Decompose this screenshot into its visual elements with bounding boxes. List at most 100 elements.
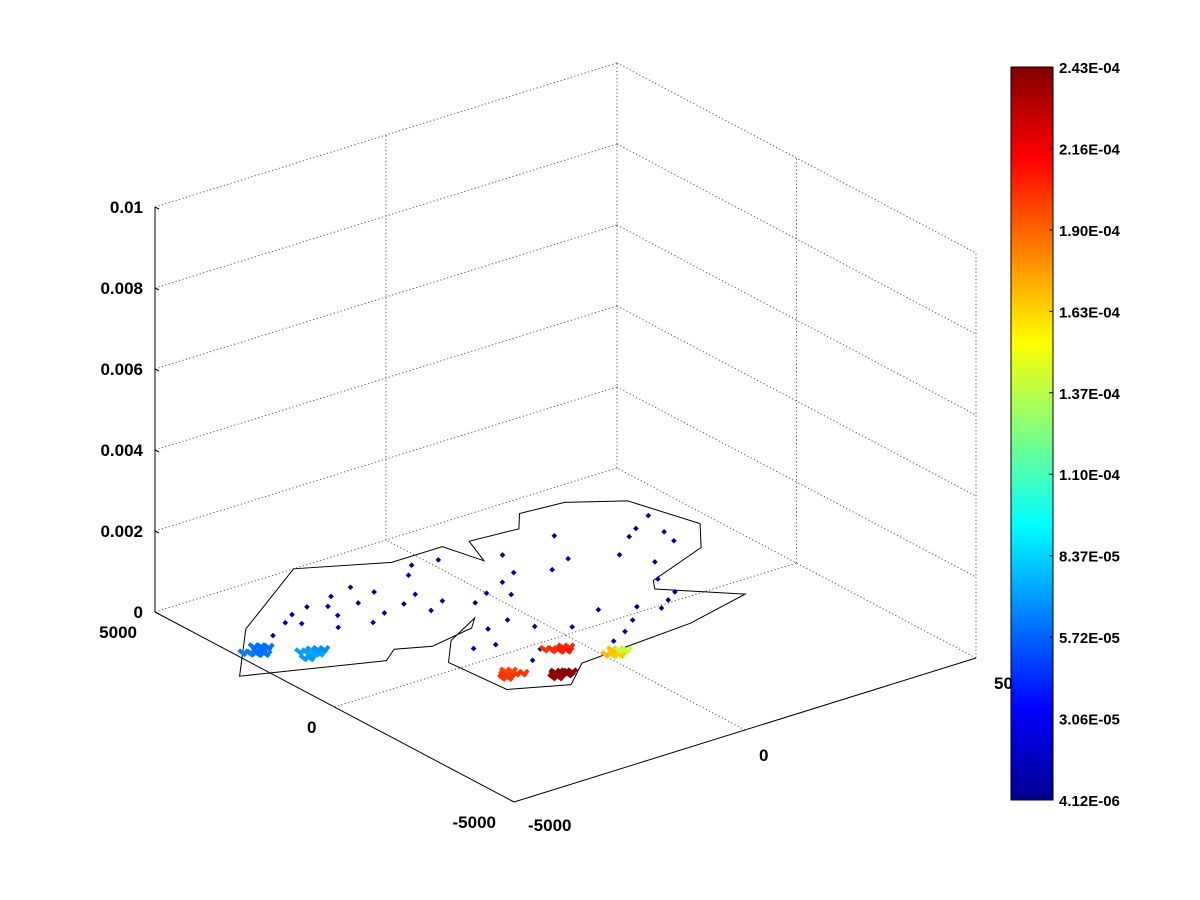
x-tick-label: 0	[759, 746, 768, 765]
y-tick-label: -5000	[453, 813, 496, 832]
z-tick-label: 0	[134, 603, 143, 622]
back-wall-grid-line	[154, 386, 618, 532]
scatter-point	[304, 604, 310, 610]
scatter-point	[298, 620, 305, 627]
scatter-point	[335, 624, 342, 631]
z-tick-mark	[154, 530, 160, 534]
side-wall-grid-line	[616, 305, 977, 497]
z-tick-mark	[154, 611, 160, 615]
side-wall-grid-line	[616, 62, 977, 254]
y-tick-label: 5000	[99, 623, 137, 642]
y-tick-label: 0	[307, 718, 316, 737]
scatter-points	[237, 512, 678, 683]
scatter-point	[252, 647, 259, 654]
z-tick-label: 0.01	[110, 198, 143, 217]
colorbar-tick-label: 2.43E-04	[1059, 60, 1121, 77]
axes-grid	[154, 62, 977, 731]
scatter-point	[549, 566, 556, 573]
scatter-point	[629, 617, 636, 623]
region-outline	[239, 500, 748, 691]
colorbar-scale	[1010, 66, 1054, 801]
scatter-point	[504, 617, 511, 623]
scatter-point	[595, 606, 602, 613]
scatter-point	[324, 644, 331, 651]
scatter-point	[572, 667, 579, 673]
scatter-point	[565, 555, 571, 562]
scatter-point	[270, 632, 276, 639]
scatter-point	[551, 532, 558, 539]
scatter-point	[492, 641, 499, 648]
x-tick-label: -5000	[528, 816, 571, 835]
scatter-point	[435, 557, 442, 563]
scatter-point	[661, 528, 667, 535]
scatter-point	[610, 638, 617, 644]
scatter-point	[401, 601, 407, 607]
scatter-point	[370, 619, 376, 626]
scatter-point	[412, 591, 419, 598]
z-tick-label: 0.008	[100, 279, 143, 298]
scatter-point	[665, 597, 672, 603]
scatter-point	[325, 603, 331, 610]
colorbar-tick-label: 1.63E-04	[1059, 304, 1121, 321]
scatter-point	[328, 593, 334, 600]
scatter-point	[483, 590, 490, 597]
scatter-point	[510, 569, 517, 576]
scatter-point	[263, 645, 270, 652]
z-tick-label: 0.004	[100, 441, 143, 460]
z-tick-label: 0.002	[100, 522, 143, 541]
z-tick-mark	[154, 206, 160, 210]
back-wall-grid-line	[154, 224, 618, 370]
scatter-point	[529, 657, 536, 664]
colorbar-tick-label: 1.10E-04	[1059, 467, 1121, 484]
scatter-point	[652, 559, 658, 565]
floor-grid-line	[385, 539, 746, 731]
side-wall-grid-line	[616, 143, 977, 335]
z-tick-mark	[154, 368, 160, 372]
scatter-point	[510, 673, 516, 679]
scatter-point	[499, 552, 506, 558]
scatter-point	[439, 598, 446, 604]
scatter-point	[355, 600, 362, 606]
scatter-point	[626, 533, 633, 540]
scatter-point	[672, 589, 678, 595]
colorbar	[1010, 66, 1054, 801]
scatter-point	[371, 589, 377, 595]
side-wall-grid-line	[616, 386, 977, 578]
floor-grid-line	[334, 562, 797, 708]
scatter-point	[569, 624, 576, 630]
scatter-point	[531, 623, 538, 630]
floor-grid-line	[616, 467, 977, 659]
scatter-point	[512, 666, 518, 673]
scatter-point	[552, 644, 558, 651]
scatter-point	[634, 603, 640, 610]
scatter-point	[627, 645, 633, 652]
colorbar-tick-label: 4.12E-06	[1059, 793, 1120, 810]
colorbar-tick-label: 3.06E-05	[1059, 712, 1120, 729]
scatter-point	[408, 562, 415, 569]
scatter-point	[282, 619, 289, 626]
scatter-point	[616, 551, 623, 558]
scatter-point	[266, 649, 273, 655]
y-axis-line	[154, 611, 515, 803]
axes-lines	[154, 206, 977, 803]
scatter-point	[524, 668, 530, 675]
colorbar-tick-label: 8.37E-05	[1059, 549, 1120, 566]
scatter-point	[347, 584, 354, 591]
scatter-point	[508, 591, 515, 598]
scatter-point	[334, 612, 341, 619]
scatter-point	[658, 605, 665, 611]
scatter-point	[405, 572, 412, 579]
scatter-point	[472, 599, 479, 606]
region-outline-path	[239, 500, 748, 691]
scatter-point	[470, 645, 477, 652]
axis-ticks: 00.0020.0040.0060.0080.01-500005000-5000…	[99, 198, 1032, 835]
scatter-point	[622, 628, 628, 635]
scatter-point	[289, 611, 295, 618]
colorbar-tick-label: 5.72E-05	[1059, 630, 1120, 647]
colorbar-tick-label: 1.37E-04	[1059, 386, 1121, 403]
scatter-point	[633, 525, 639, 532]
scatter-point	[428, 607, 434, 614]
side-wall-grid-line	[616, 224, 977, 416]
scatter-point	[569, 642, 576, 649]
